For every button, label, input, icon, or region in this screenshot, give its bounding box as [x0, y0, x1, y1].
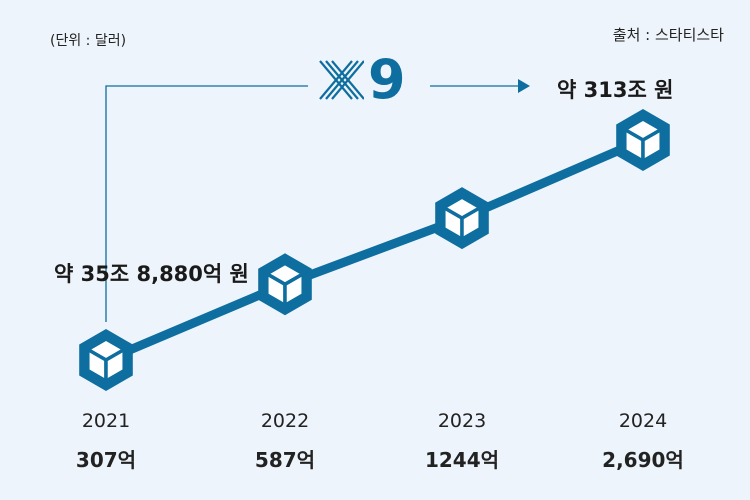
arrow-head-icon	[518, 79, 530, 93]
x-tick-label: 2021	[81, 410, 131, 432]
multiplier-badge: 9	[316, 48, 406, 111]
x-tick-label: 2024	[618, 410, 668, 432]
data-label: 587억	[254, 448, 316, 472]
unit-note: (단위 : 달러)	[50, 33, 127, 49]
multiply-x-icon	[319, 60, 364, 100]
growth-bracket-line	[105, 85, 308, 322]
series-layer	[104, 135, 645, 365]
source-note: 출처 : 스타티스타	[612, 26, 724, 44]
x-tick-label: 2022	[260, 410, 310, 432]
cube-icon	[79, 329, 133, 391]
x-tick-label: 2023	[437, 410, 487, 432]
start-value-annotation: 약 35조 8,880억 원	[54, 262, 249, 286]
cube-icon	[258, 253, 312, 316]
multiplier-value: 9	[368, 48, 406, 111]
data-label: 2,690억	[602, 448, 684, 472]
cube-icon	[616, 109, 670, 171]
marker-layer	[79, 109, 670, 391]
data-label: 1244억	[424, 448, 500, 472]
series-line	[104, 135, 645, 365]
cube-icon	[435, 187, 489, 250]
end-value-annotation: 약 313조 원	[557, 78, 674, 102]
data-label: 307억	[75, 448, 137, 472]
